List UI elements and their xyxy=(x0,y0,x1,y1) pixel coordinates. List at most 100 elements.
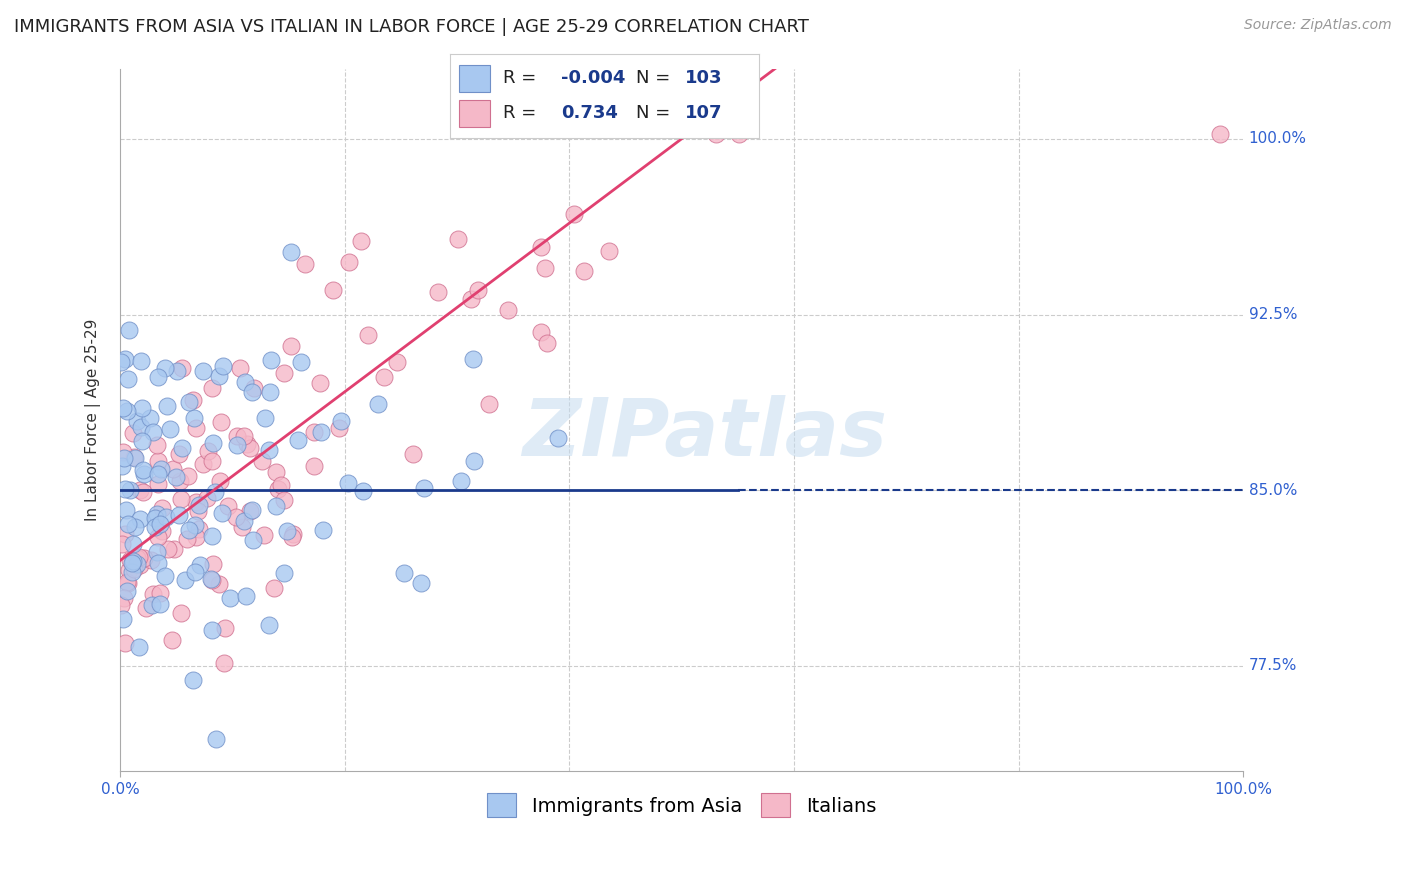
Point xyxy=(450,474,472,488)
Point xyxy=(201,454,224,468)
Point xyxy=(209,415,232,429)
Point xyxy=(328,421,350,435)
Point xyxy=(122,537,145,551)
Point xyxy=(120,483,142,497)
Point xyxy=(204,485,226,500)
Point xyxy=(322,283,344,297)
Y-axis label: In Labor Force | Age 25-29: In Labor Force | Age 25-29 xyxy=(86,318,101,521)
Point xyxy=(208,474,231,488)
Point xyxy=(373,370,395,384)
Point xyxy=(240,502,263,516)
Point xyxy=(163,542,186,557)
Point xyxy=(208,576,231,591)
Point xyxy=(179,523,201,537)
Legend: Immigrants from Asia, Italians: Immigrants from Asia, Italians xyxy=(479,786,884,825)
Point xyxy=(129,420,152,434)
Point xyxy=(115,574,138,589)
Point xyxy=(170,441,193,455)
Point xyxy=(127,551,149,566)
Point xyxy=(240,384,263,399)
Point xyxy=(122,450,145,464)
Point xyxy=(157,542,180,557)
Point xyxy=(217,499,239,513)
Point xyxy=(129,512,152,526)
Point xyxy=(211,359,233,373)
Point xyxy=(536,336,558,351)
Point xyxy=(111,459,134,474)
Point xyxy=(547,431,569,445)
Point xyxy=(183,410,205,425)
Text: 0.734: 0.734 xyxy=(561,104,619,122)
Point xyxy=(118,563,141,577)
FancyBboxPatch shape xyxy=(460,64,491,92)
Point xyxy=(114,351,136,366)
Point xyxy=(264,499,287,513)
Point xyxy=(530,325,553,339)
Point xyxy=(170,492,193,507)
Point xyxy=(350,234,373,248)
Point xyxy=(233,375,256,389)
Point xyxy=(124,450,146,465)
Point xyxy=(122,554,145,568)
Point xyxy=(267,482,290,496)
Point xyxy=(146,454,169,468)
Point xyxy=(336,476,359,491)
Point xyxy=(148,370,170,384)
Point xyxy=(212,657,235,671)
Point xyxy=(145,508,167,522)
Text: N =: N = xyxy=(636,104,669,122)
Point xyxy=(153,361,176,376)
Point xyxy=(114,483,136,497)
Point xyxy=(202,557,225,571)
Point xyxy=(114,636,136,650)
Point xyxy=(129,558,152,572)
Point xyxy=(704,127,727,141)
Point xyxy=(132,551,155,566)
Point xyxy=(211,506,233,520)
Point xyxy=(287,433,309,447)
Point xyxy=(176,532,198,546)
Point xyxy=(200,572,222,586)
Point xyxy=(392,566,415,580)
Point xyxy=(127,413,149,427)
Point xyxy=(197,443,219,458)
Point xyxy=(117,576,139,591)
Point xyxy=(463,454,485,468)
Point xyxy=(149,462,172,476)
Point xyxy=(253,527,276,541)
Text: 107: 107 xyxy=(685,104,723,122)
Point xyxy=(150,500,173,515)
Point xyxy=(112,591,135,605)
Point xyxy=(115,503,138,517)
Point xyxy=(170,360,193,375)
Point xyxy=(167,508,190,522)
Point xyxy=(121,426,143,441)
Point xyxy=(231,520,253,534)
Point xyxy=(357,328,380,343)
Text: 103: 103 xyxy=(685,69,723,87)
Text: IMMIGRANTS FROM ASIA VS ITALIAN IN LABOR FORCE | AGE 25-29 CORRELATION CHART: IMMIGRANTS FROM ASIA VS ITALIAN IN LABOR… xyxy=(14,18,808,36)
Point xyxy=(1209,127,1232,141)
Point xyxy=(218,591,240,605)
Point xyxy=(150,524,173,539)
Point xyxy=(329,414,352,428)
Text: ZIPatlas: ZIPatlas xyxy=(522,395,887,473)
Point xyxy=(159,422,181,436)
Point xyxy=(146,530,169,544)
Point xyxy=(117,371,139,385)
Point xyxy=(128,550,150,565)
Text: -0.004: -0.004 xyxy=(561,69,626,87)
Point xyxy=(114,526,136,541)
Point xyxy=(145,438,167,452)
Point xyxy=(273,566,295,581)
Point xyxy=(162,462,184,476)
Point xyxy=(530,240,553,254)
Point xyxy=(186,530,208,544)
Point xyxy=(142,425,165,439)
Point xyxy=(294,257,316,271)
Point xyxy=(250,454,273,468)
Point xyxy=(239,441,262,455)
Point xyxy=(283,527,305,541)
Point xyxy=(134,467,156,481)
Point xyxy=(239,503,262,517)
